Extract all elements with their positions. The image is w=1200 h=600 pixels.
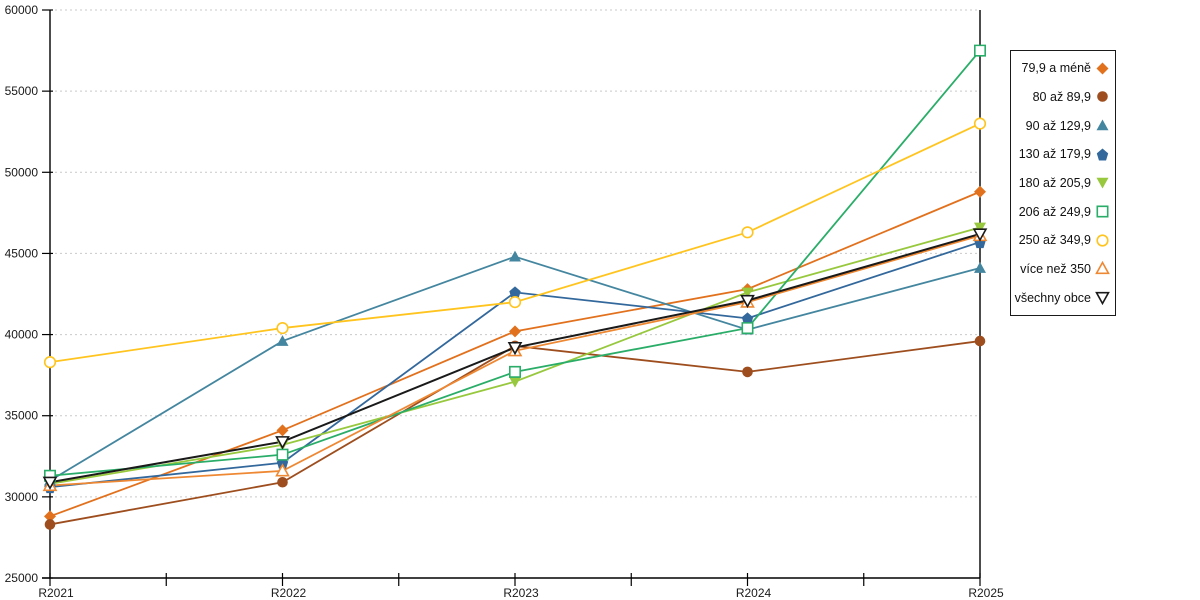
series-marker	[1097, 91, 1108, 103]
series-marker	[972, 228, 988, 242]
legend-item-label: 90 až 129,9	[1025, 118, 1091, 133]
series-marker	[276, 335, 289, 346]
legend-item-5: 206 až 249,9	[1011, 198, 1115, 225]
legend-marker-triangle-down-icon	[1095, 291, 1110, 306]
y-axis-ticks	[42, 9, 53, 579]
series-marker	[741, 312, 754, 325]
series-marker	[508, 296, 522, 309]
series-marker	[973, 117, 987, 130]
series-marker	[1096, 234, 1109, 247]
legend-item-label: 79,9 a méně	[1021, 61, 1092, 76]
series-marker	[509, 286, 521, 299]
series-marker	[974, 185, 986, 198]
series-marker	[509, 325, 521, 338]
legend-marker-triangle-up-icon	[1095, 261, 1110, 275]
legend-item-4: 180 až 205,9	[1011, 169, 1115, 196]
legend-item-0: 79,9 a méně	[1011, 55, 1115, 82]
series-marker	[1096, 148, 1109, 161]
legend-item-1: 80 až 89,9	[1011, 83, 1115, 110]
series-marker	[507, 341, 523, 356]
series-marker	[974, 44, 986, 57]
series-5-line	[49, 49, 981, 477]
chart-legend: 79,9 a méně 80 až 89,9 90 až 129,9 130 až 1…	[1010, 50, 1116, 316]
series-marker	[742, 366, 753, 378]
legend-marker-pentagon-icon	[1096, 148, 1109, 161]
series-marker	[509, 365, 521, 378]
legend-item-label: 206 až 249,9	[1018, 204, 1091, 219]
svg-text:R2021: R2021	[38, 586, 74, 600]
legend-item-8: všechny obce	[1011, 284, 1115, 311]
series-5-markers	[44, 44, 986, 482]
svg-text:45000: 45000	[5, 246, 39, 260]
series-marker	[1096, 62, 1109, 75]
svg-text:R2022: R2022	[271, 586, 307, 600]
series-marker	[974, 335, 986, 347]
series-marker	[741, 226, 754, 239]
series-marker	[740, 294, 755, 309]
series-3-line	[49, 241, 981, 489]
legend-marker-square-icon	[1096, 205, 1109, 218]
svg-text:R2025: R2025	[968, 586, 1004, 600]
series-8-line	[49, 232, 981, 484]
series-marker	[509, 376, 521, 388]
series-marker	[741, 322, 754, 335]
series-marker	[276, 321, 289, 335]
series-marker	[1096, 178, 1109, 189]
legend-item-6: 250 až 349,9	[1011, 227, 1115, 254]
svg-text:55000: 55000	[5, 84, 39, 98]
series-marker	[276, 448, 289, 461]
series-marker	[1096, 119, 1109, 131]
svg-text:35000: 35000	[5, 409, 39, 423]
legend-marker-circle-icon	[1096, 234, 1109, 247]
legend-marker-triangle-down-icon	[1096, 178, 1109, 189]
legend-item-label: 80 až 89,9	[1032, 89, 1091, 104]
series-marker	[275, 463, 290, 477]
series-marker	[741, 287, 754, 299]
legend-marker-diamond-icon	[1096, 62, 1109, 75]
series-marker	[44, 519, 56, 530]
legend-item-label: 180 až 205,9	[1018, 175, 1091, 190]
legend-item-label: 250 až 349,9	[1018, 233, 1091, 248]
legend-item-7: více než 350	[1011, 255, 1115, 282]
svg-text:50000: 50000	[5, 165, 39, 179]
series-marker	[44, 510, 56, 523]
series-marker	[509, 250, 521, 262]
legend-item-label: všechny obce	[1014, 290, 1091, 305]
x-axis-labels: R2021 R2022 R2023 R2024 R2025	[38, 586, 1004, 600]
series-8-markers	[42, 228, 988, 490]
series-marker	[43, 356, 57, 369]
legend-item-label: 130 až 179,9	[1018, 147, 1091, 162]
legend-item-label: více než 350	[1020, 261, 1091, 276]
svg-text:30000: 30000	[5, 490, 39, 504]
series-7-markers	[42, 227, 988, 492]
series-marker	[974, 262, 986, 273]
series-marker	[42, 476, 58, 490]
legend-marker-circle-icon	[1097, 91, 1108, 103]
x-axis-ticks	[49, 573, 981, 586]
svg-text:R2024: R2024	[736, 586, 772, 600]
legend-marker-triangle-up-icon	[1096, 119, 1109, 131]
svg-text:25000: 25000	[5, 571, 39, 585]
series-marker	[1096, 205, 1109, 218]
legend-item-3: 130 až 179,9	[1011, 141, 1115, 168]
svg-text:40000: 40000	[5, 328, 39, 342]
svg-text:R2023: R2023	[503, 586, 539, 600]
series-marker	[1095, 291, 1110, 306]
legend-item-2: 90 až 129,9	[1011, 112, 1115, 139]
series-marker	[275, 436, 290, 450]
y-axis-labels: 25000 30000 35000 40000 45000 50000 55000 60000	[5, 3, 39, 585]
series-marker	[1095, 261, 1110, 275]
series-marker	[277, 476, 288, 488]
series-marker	[276, 424, 289, 437]
series-6-markers	[43, 117, 987, 369]
svg-text:60000: 60000	[5, 3, 39, 17]
